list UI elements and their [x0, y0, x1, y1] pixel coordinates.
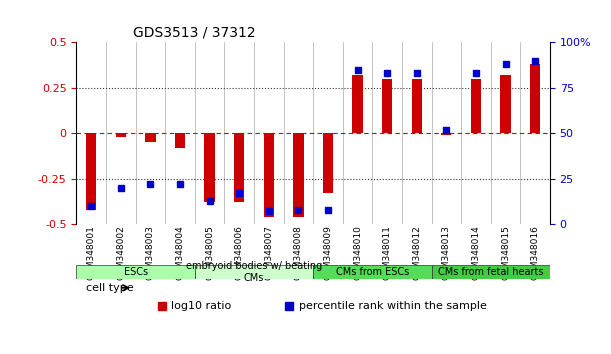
Bar: [204, 133, 214, 202]
Bar: [175, 133, 185, 148]
Bar: [115, 133, 126, 137]
Bar: [323, 133, 333, 193]
Text: GSM348010: GSM348010: [353, 225, 362, 280]
Bar: [293, 133, 304, 217]
Bar: [500, 75, 511, 133]
Bar: [441, 133, 452, 135]
Text: GSM348016: GSM348016: [530, 225, 540, 280]
Bar: [263, 133, 274, 217]
Bar: [470, 79, 481, 133]
Text: GSM348015: GSM348015: [501, 225, 510, 280]
Bar: [353, 75, 363, 133]
Text: cell type: cell type: [86, 283, 133, 293]
Text: GSM348005: GSM348005: [205, 225, 214, 280]
Text: GDS3513 / 37312: GDS3513 / 37312: [133, 26, 256, 40]
Text: GSM348013: GSM348013: [442, 225, 451, 280]
Text: GSM348011: GSM348011: [382, 225, 392, 280]
Text: GSM348004: GSM348004: [175, 225, 185, 280]
Bar: [530, 64, 540, 133]
Bar: [86, 133, 97, 210]
Text: GSM348007: GSM348007: [264, 225, 273, 280]
Text: GSM348008: GSM348008: [294, 225, 303, 280]
Bar: [234, 133, 244, 202]
Text: GSM348009: GSM348009: [323, 225, 332, 280]
Text: GSM348003: GSM348003: [146, 225, 155, 280]
Text: GSM348002: GSM348002: [116, 225, 125, 280]
Bar: [145, 133, 156, 142]
Text: GSM348001: GSM348001: [87, 225, 96, 280]
Text: GSM348012: GSM348012: [412, 225, 421, 280]
Text: log10 ratio: log10 ratio: [171, 301, 232, 311]
Text: GSM348006: GSM348006: [235, 225, 244, 280]
Bar: [382, 79, 392, 133]
Text: GSM348014: GSM348014: [472, 225, 480, 280]
Text: percentile rank within the sample: percentile rank within the sample: [299, 301, 487, 311]
Bar: [412, 79, 422, 133]
